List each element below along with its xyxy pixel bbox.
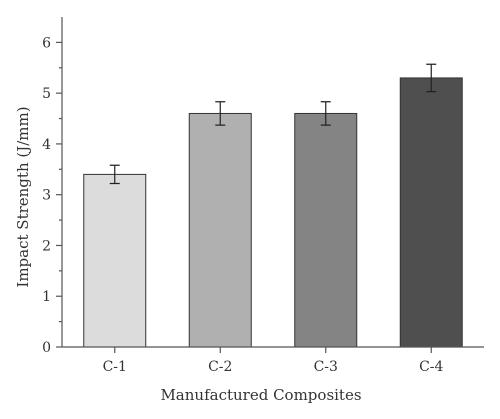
y-tick-label-3: 3 bbox=[42, 188, 51, 204]
bar-c-4 bbox=[399, 77, 463, 348]
y-tick-label-5: 5 bbox=[42, 86, 51, 102]
error-bar-c-3 bbox=[320, 101, 331, 126]
x-axis-title: Manufactured Composites bbox=[160, 386, 361, 404]
y-tick-label-1: 1 bbox=[42, 289, 51, 305]
bar-c-3 bbox=[294, 112, 358, 348]
error-bar-c-2 bbox=[215, 101, 226, 126]
x-tick-label-c-2: C-2 bbox=[208, 359, 232, 375]
plot-area: 0 1 2 3 4 5 6 C-1 C-2 C-3 C-4 bbox=[42, 17, 484, 375]
y-tick-label-0: 0 bbox=[42, 340, 51, 356]
bar-c-1 bbox=[83, 173, 147, 348]
x-tick-label-c-3: C-3 bbox=[314, 359, 338, 375]
x-tick-label-c-1: C-1 bbox=[103, 359, 127, 375]
x-tick-label-c-4: C-4 bbox=[419, 359, 443, 375]
error-bar-c-1 bbox=[109, 164, 120, 185]
error-bar-c-4 bbox=[426, 63, 437, 93]
y-axis-title: Impact Strength (J/mm) bbox=[14, 106, 32, 287]
y-tick-label-2: 2 bbox=[42, 238, 51, 254]
y-tick-label-4: 4 bbox=[42, 137, 51, 153]
y-tick-label-6: 6 bbox=[42, 35, 51, 51]
bar-c-2 bbox=[188, 112, 252, 348]
